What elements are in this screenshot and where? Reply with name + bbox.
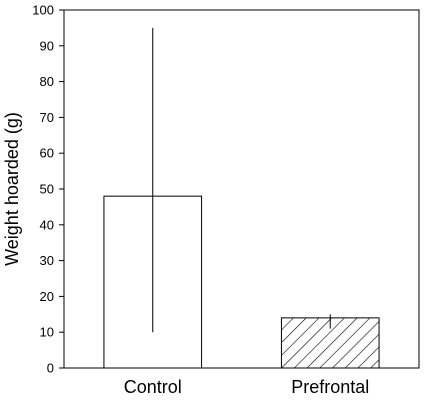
x-category-label: Control [124, 377, 182, 397]
y-tick-label: 100 [32, 3, 54, 18]
x-axis-labels: Control Prefrontal [124, 377, 370, 397]
bars [103, 27, 380, 369]
y-tick-label: 50 [40, 182, 54, 197]
y-tick-label: 70 [40, 110, 54, 125]
y-tick-label: 90 [40, 38, 54, 53]
y-tick-label: 0 [47, 361, 54, 376]
y-tick-label: 30 [40, 253, 54, 268]
y-tick-label: 10 [40, 325, 54, 340]
y-tick-label: 40 [40, 217, 54, 232]
y-tick-label: 60 [40, 146, 54, 161]
y-axis-ticks: 0 10 20 30 40 50 60 70 80 90 100 [32, 3, 64, 376]
y-tick-label: 80 [40, 74, 54, 89]
y-tick-label: 20 [40, 289, 54, 304]
x-category-label: Prefrontal [291, 377, 369, 397]
y-axis-title: Weight hoarded (g) [2, 112, 22, 266]
